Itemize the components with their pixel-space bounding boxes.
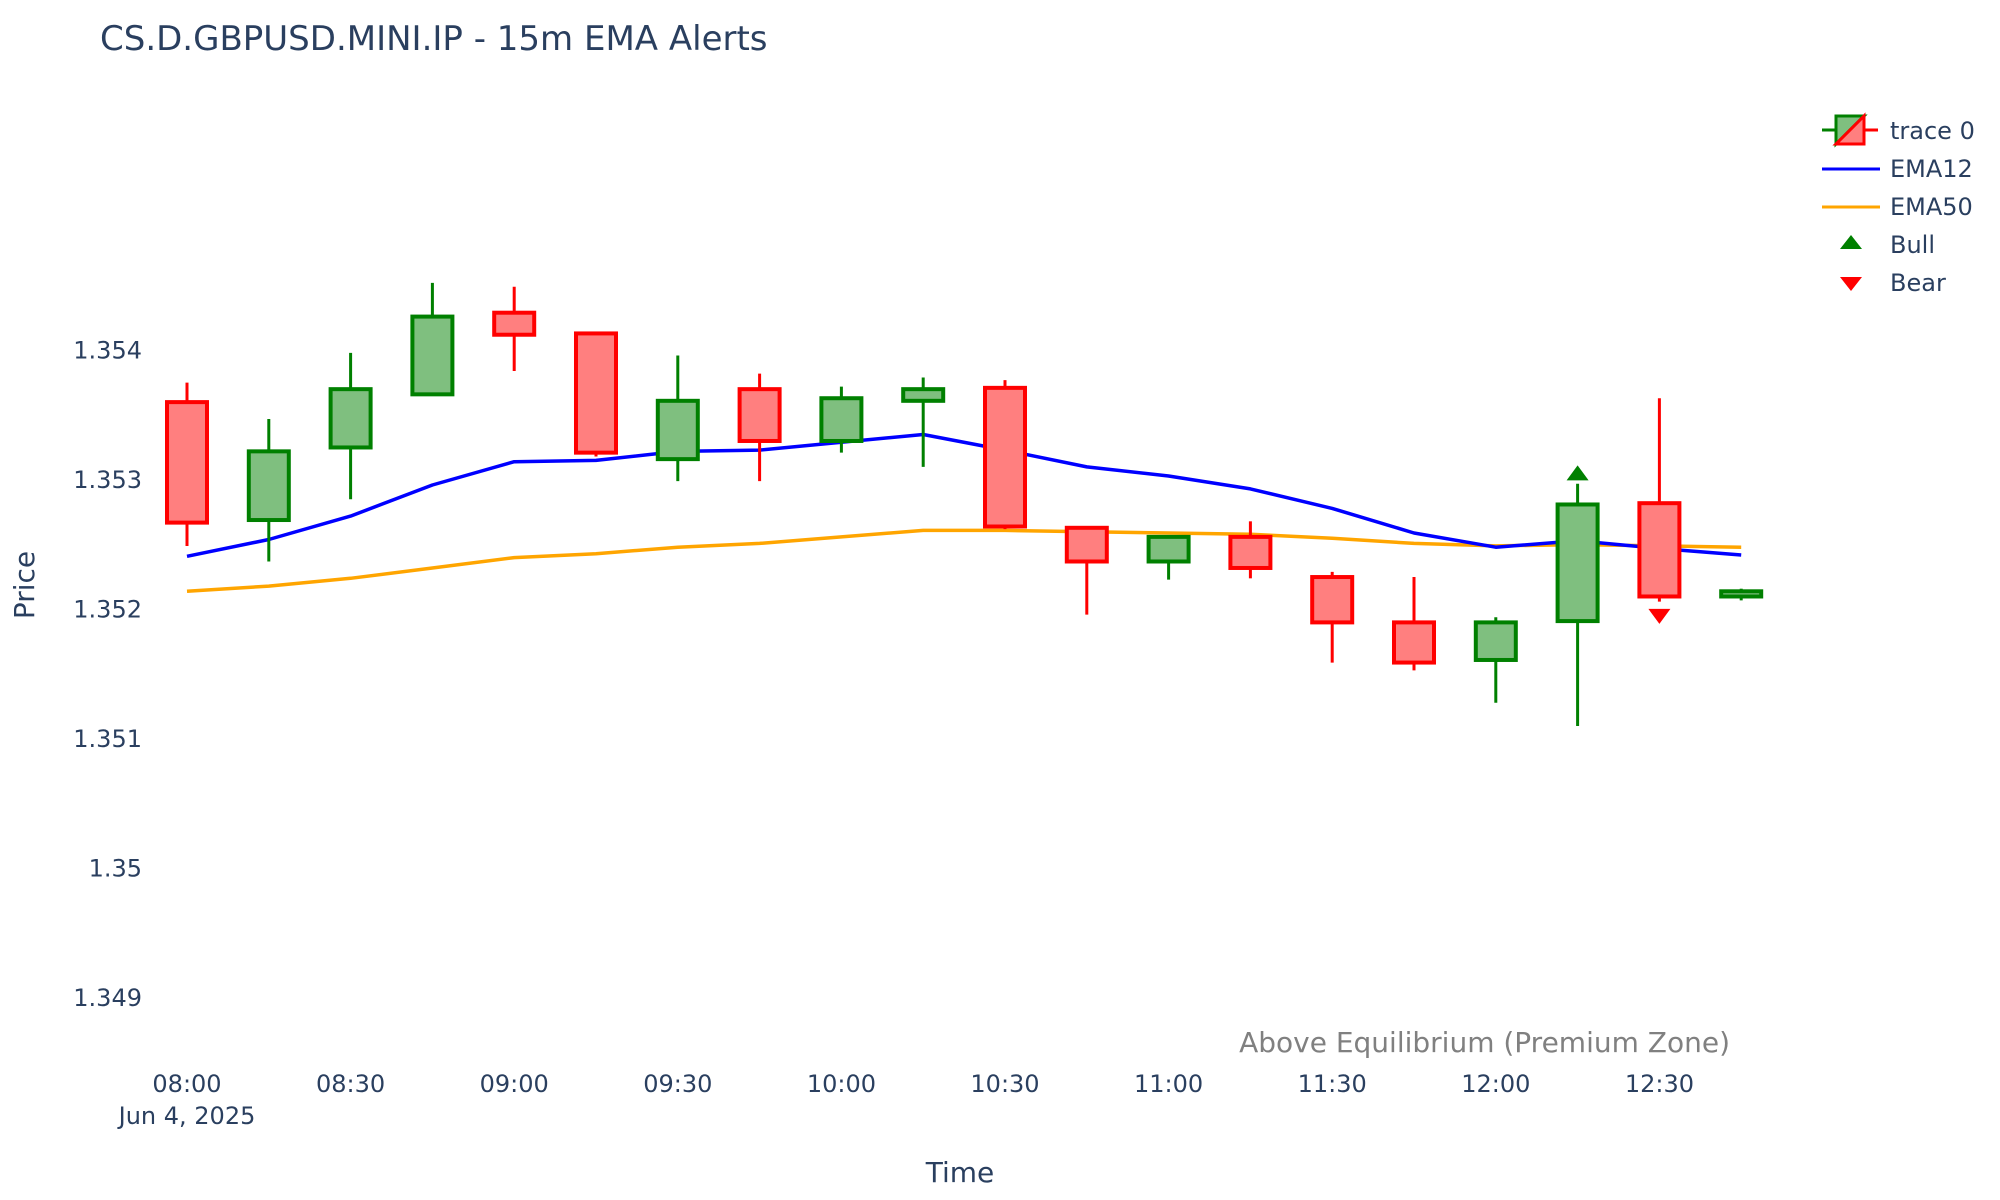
- legend-item-bear[interactable]: Bear: [1840, 269, 1946, 297]
- x-tick-label: 08:30: [316, 1070, 385, 1098]
- signal-markers: [1566, 465, 1671, 624]
- y-tick-label: 1.349: [73, 984, 142, 1012]
- x-tick-label: 12:30: [1625, 1070, 1694, 1098]
- legend[interactable]: trace 0 EMA12 EMA50 Bull Bear: [1822, 112, 1975, 297]
- ema12-series: [186, 432, 1742, 559]
- candle: [410, 282, 455, 397]
- candle: [1228, 521, 1273, 579]
- ema50-series: [186, 528, 1742, 594]
- candle-body-bear: [737, 387, 782, 443]
- candle: [1064, 525, 1109, 615]
- candle-body-bear: [1310, 575, 1355, 625]
- candle-body-bear: [1064, 525, 1109, 564]
- bull-marker: [1566, 465, 1589, 481]
- candle: [1310, 571, 1355, 663]
- candle-body-bull: [328, 387, 373, 450]
- candle-body-bull: [819, 396, 864, 443]
- ema12-line: [186, 432, 1742, 559]
- candle: [737, 373, 782, 482]
- candle-body-bull: [901, 387, 946, 403]
- legend-bull-triangle-up-icon: [1840, 235, 1862, 249]
- candle-body-bear: [165, 400, 209, 525]
- x-tick-label: 09:00: [480, 1070, 549, 1098]
- candle-body-bull: [1555, 502, 1600, 624]
- candle-body-bear: [1392, 620, 1436, 665]
- candle-body-bull: [1719, 589, 1764, 599]
- candle-body-bear: [574, 331, 618, 455]
- candle-body-bear: [492, 310, 537, 337]
- y-tick-label: 1.35: [89, 855, 142, 883]
- candle: [492, 286, 537, 372]
- candle-body-bull: [1473, 620, 1518, 662]
- legend-item-trace0[interactable]: trace 0: [1822, 112, 1975, 148]
- y-axis-ticks: 1.349 1.35 1.351 1.352 1.353 1.354: [73, 336, 142, 1012]
- bear-marker: [1648, 608, 1671, 624]
- legend-label-trace0: trace 0: [1890, 117, 1975, 145]
- x-tick-label: 09:30: [643, 1070, 712, 1098]
- y-tick-label: 1.354: [73, 336, 142, 364]
- ema50-line: [186, 528, 1742, 594]
- x-tick-label: 10:00: [807, 1070, 876, 1098]
- legend-label-bull: Bull: [1890, 231, 1935, 259]
- chart-title: CS.D.GBPUSD.MINI.IP - 15m EMA Alerts: [100, 19, 768, 59]
- candle: [1392, 577, 1436, 671]
- zone-annotation: Above Equilibrium (Premium Zone): [1239, 1026, 1730, 1059]
- x-tick-date-label: Jun 4, 2025: [117, 1102, 256, 1130]
- x-tick-label: 12:00: [1461, 1070, 1530, 1098]
- legend-bear-triangle-down-icon: [1840, 277, 1862, 291]
- candle: [165, 382, 209, 546]
- y-tick-label: 1.353: [73, 466, 142, 494]
- legend-item-ema50[interactable]: EMA50: [1822, 193, 1973, 221]
- x-axis-ticks: 08:00 Jun 4, 2025 08:30 09:00 09:30 10:00 10:3…: [117, 1070, 1694, 1130]
- candles-series: [165, 282, 1764, 727]
- legend-label-ema12: EMA12: [1890, 155, 1973, 183]
- candle-body-bear: [1637, 501, 1682, 599]
- candle: [1637, 398, 1682, 602]
- y-tick-label: 1.351: [73, 725, 142, 753]
- candle-body-bull: [655, 398, 700, 462]
- candle-body-bull: [410, 314, 455, 397]
- candle-body-bull: [1146, 534, 1191, 564]
- x-axis-title: Time: [925, 1156, 995, 1189]
- candle: [655, 355, 700, 482]
- candle: [1555, 483, 1600, 727]
- legend-item-ema12[interactable]: EMA12: [1822, 155, 1973, 183]
- candle: [901, 377, 946, 467]
- legend-trace0-dec-swatch: [1832, 112, 1866, 146]
- candle: [574, 331, 618, 457]
- x-tick-label: 11:30: [1298, 1070, 1367, 1098]
- legend-label-bear: Bear: [1890, 269, 1946, 297]
- candle: [1146, 534, 1191, 580]
- candle: [983, 380, 1027, 530]
- x-tick-label: 08:00: [152, 1070, 221, 1098]
- candle: [1473, 617, 1518, 703]
- legend-item-bull[interactable]: Bull: [1840, 231, 1935, 259]
- candle: [1719, 588, 1764, 601]
- candle: [819, 386, 864, 453]
- x-tick-label: 10:30: [970, 1070, 1039, 1098]
- candle-body-bear: [1228, 534, 1273, 570]
- y-tick-label: 1.352: [73, 595, 142, 623]
- legend-label-ema50: EMA50: [1890, 193, 1973, 221]
- candle: [246, 418, 291, 562]
- candle-body-bull: [246, 449, 291, 523]
- candle-body-bear: [983, 385, 1027, 529]
- candle: [328, 352, 373, 500]
- y-axis-title: Price: [8, 551, 41, 619]
- x-tick-label: 11:00: [1134, 1070, 1203, 1098]
